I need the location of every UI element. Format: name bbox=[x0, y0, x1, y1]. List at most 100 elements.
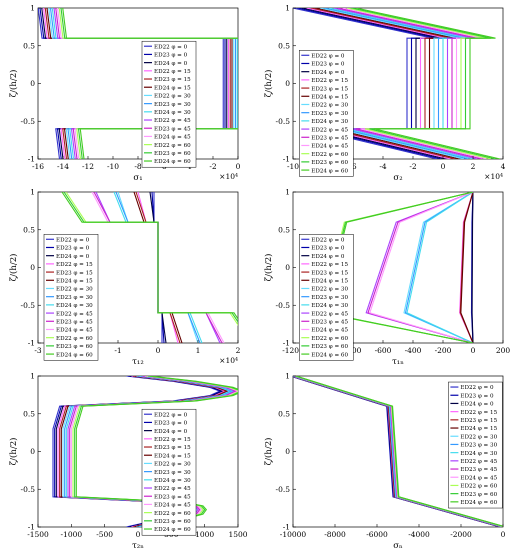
y-tick-label: 0 bbox=[30, 447, 35, 456]
series-line-9 bbox=[328, 8, 474, 159]
y-tick-label: -1 bbox=[28, 155, 35, 164]
legend-entry: ED24 φ = 45 bbox=[311, 144, 348, 150]
legend-entry: ED23 φ = 15 bbox=[311, 270, 348, 276]
x-tick-label: 0 bbox=[441, 162, 446, 171]
legend-entry: ED22 φ = 0 bbox=[311, 237, 345, 243]
y-tick-label: -1 bbox=[283, 523, 290, 532]
legend-entry: ED23 φ = 0 bbox=[56, 246, 90, 252]
series-line-14 bbox=[351, 8, 496, 159]
x-tick-label: -10 bbox=[287, 162, 299, 171]
x-exponent-label: ×10⁴ bbox=[219, 356, 238, 365]
series-line-3 bbox=[41, 8, 228, 159]
legend-entry: ED23 φ = 0 bbox=[154, 421, 188, 427]
series-line-8 bbox=[49, 8, 237, 159]
y-tick-label: 0.5 bbox=[278, 225, 290, 234]
x-tick-label: -200 bbox=[435, 346, 452, 355]
legend-entry: ED22 φ = 15 bbox=[56, 262, 93, 268]
series-line-14 bbox=[74, 376, 238, 527]
series-line-6 bbox=[460, 192, 474, 343]
legend-entry: ED22 φ = 45 bbox=[460, 459, 497, 465]
y-tick-label: 1 bbox=[285, 188, 290, 197]
legend-entry: ED24 φ = 0 bbox=[311, 254, 345, 260]
y-tick-label: 0.5 bbox=[23, 409, 35, 418]
series-line-11 bbox=[55, 8, 238, 159]
legend-entry: ED24 φ = 30 bbox=[460, 451, 497, 457]
legend-entry: ED23 φ = 45 bbox=[311, 135, 348, 141]
x-axis-label: σₙ bbox=[393, 541, 403, 550]
series-line-7 bbox=[319, 8, 465, 159]
legend-entry: ED22 φ = 0 bbox=[460, 385, 494, 391]
x-tick-label: -1200 bbox=[282, 346, 304, 355]
series-line-3 bbox=[471, 192, 474, 343]
legend-entry: ED23 φ = 45 bbox=[460, 467, 497, 473]
y-tick-label: 0.5 bbox=[23, 225, 35, 234]
legend-entry: ED23 φ = 0 bbox=[311, 246, 345, 252]
series-line-8 bbox=[324, 8, 469, 159]
y-tick-label: 1 bbox=[285, 372, 290, 381]
legend-entry: ED24 φ = 60 bbox=[56, 352, 93, 358]
subplot-5: -1500-1000-500050010001500-1-0.500.51τ₂ₙ… bbox=[8, 372, 248, 550]
series-line-12 bbox=[70, 376, 238, 527]
x-tick-label: 2 bbox=[471, 162, 476, 171]
x-tick-label: -1000 bbox=[61, 530, 83, 539]
legend-entry: ED23 φ = 60 bbox=[154, 151, 191, 157]
legend-entry: ED22 φ = 60 bbox=[56, 336, 93, 342]
legend-entry: ED24 φ = 60 bbox=[154, 159, 191, 165]
legend-entry: ED23 φ = 45 bbox=[154, 494, 191, 500]
series-line-10 bbox=[67, 376, 237, 527]
y-axis-label: ζ/(h/2) bbox=[263, 438, 274, 466]
series-line-9 bbox=[51, 8, 238, 159]
x-tick-label: -2000 bbox=[450, 530, 472, 539]
y-tick-label: 0 bbox=[30, 263, 35, 272]
legend-entry: ED24 φ = 45 bbox=[154, 503, 191, 509]
x-tick-label: 1 bbox=[196, 346, 201, 355]
y-tick-label: -1 bbox=[283, 339, 290, 348]
legend-entry: ED22 φ = 0 bbox=[154, 412, 188, 418]
y-tick-label: 1 bbox=[30, 4, 35, 13]
legend-entry: ED23 φ = 30 bbox=[154, 102, 191, 108]
legend-entry: ED23 φ = 45 bbox=[311, 319, 348, 325]
legend-entry: ED23 φ = 60 bbox=[460, 492, 497, 498]
legend-entry: ED23 φ = 30 bbox=[460, 443, 497, 449]
legend-entry: ED22 φ = 15 bbox=[460, 410, 497, 416]
x-tick-label: -400 bbox=[405, 346, 422, 355]
y-tick-label: 0 bbox=[285, 263, 290, 272]
legend: ED22 φ = 0 ED23 φ = 0 ED24 φ = 0 ED22 φ = 1… bbox=[141, 40, 197, 168]
y-tick-label: 1 bbox=[30, 188, 35, 197]
legend-entry: ED24 φ = 0 bbox=[154, 61, 188, 67]
x-tick-label: 0 bbox=[501, 530, 506, 539]
y-axis-label: ζ/(h/2) bbox=[8, 70, 19, 98]
x-axis-label: σ₂ bbox=[393, 173, 402, 183]
series-line-15 bbox=[75, 376, 238, 527]
x-tick-label: -3 bbox=[34, 346, 42, 355]
legend-entry: ED24 φ = 15 bbox=[460, 426, 497, 432]
legend-entry: ED24 φ = 45 bbox=[56, 328, 93, 334]
legend-entry: ED22 φ = 15 bbox=[154, 69, 191, 75]
x-tick-label: -1500 bbox=[27, 530, 49, 539]
x-tick-label: -8 bbox=[134, 162, 142, 171]
legend-entry: ED24 φ = 30 bbox=[311, 303, 348, 309]
legend-entry: ED22 φ = 60 bbox=[311, 336, 348, 342]
legend-entry: ED24 φ = 60 bbox=[311, 168, 348, 174]
legend-entry: ED24 φ = 0 bbox=[154, 429, 188, 435]
legend-entry: ED23 φ = 0 bbox=[154, 53, 188, 59]
legend-entry: ED23 φ = 15 bbox=[460, 418, 497, 424]
legend-entry: ED24 φ = 15 bbox=[311, 94, 348, 100]
legend-entry: ED23 φ = 30 bbox=[311, 111, 348, 117]
legend-entry: ED22 φ = 60 bbox=[311, 152, 348, 158]
legend-entry: ED24 φ = 45 bbox=[311, 328, 348, 334]
series-line-12 bbox=[369, 192, 474, 343]
legend-entry: ED23 φ = 60 bbox=[311, 344, 348, 350]
legend: ED22 φ = 0 ED23 φ = 0 ED24 φ = 0 ED22 φ = 1… bbox=[43, 234, 99, 361]
y-tick-label: -1 bbox=[28, 523, 35, 532]
legend-entry: ED24 φ = 60 bbox=[154, 527, 191, 533]
legend-entry: ED22 φ = 15 bbox=[311, 262, 348, 268]
legend-entry: ED22 φ = 0 bbox=[311, 53, 345, 59]
legend: ED22 φ = 0 ED23 φ = 0 ED24 φ = 0 ED22 φ = 1… bbox=[299, 50, 354, 177]
legend-entry: ED23 φ = 30 bbox=[154, 470, 191, 476]
y-tick-label: -0.5 bbox=[276, 117, 291, 126]
subplot-2: -10-8-6-4-2024-1-0.500.51σ₂ζ/(h/2)×10⁴ED… bbox=[263, 4, 506, 184]
legend-entry: ED24 φ = 15 bbox=[154, 85, 191, 91]
legend-entry: ED23 φ = 0 bbox=[311, 62, 345, 68]
y-axis-label: ζ/(h/2) bbox=[263, 254, 274, 282]
